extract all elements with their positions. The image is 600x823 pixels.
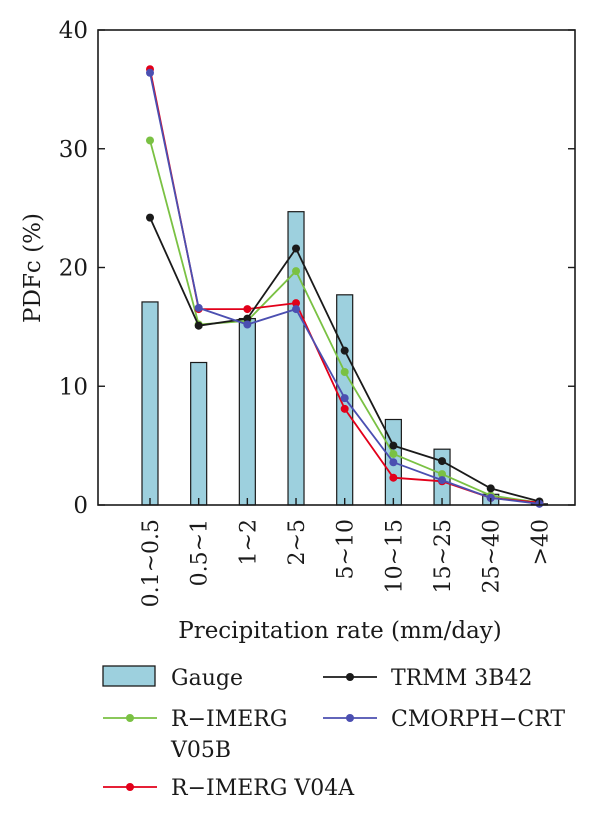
y-tick-label-0: 0 <box>73 493 88 519</box>
series-point-2-1 <box>194 321 203 330</box>
series-point-1-4 <box>340 404 349 413</box>
series-point-2-7 <box>486 484 495 493</box>
y-tick-label-1: 10 <box>59 374 88 400</box>
series-point-2-5 <box>389 441 398 450</box>
x-tick-label-5: 10~15 <box>382 519 407 593</box>
series-point-3-0 <box>146 68 154 77</box>
x-tick-label-4: 5~10 <box>334 519 359 579</box>
x-axis-label: Precipitation rate (mm/day) <box>178 618 502 644</box>
series-point-3-7 <box>486 493 495 502</box>
x-tick-label-1: 0.5~1 <box>188 519 213 586</box>
x-tick-label-8: >40 <box>528 519 553 565</box>
series-point-1-3 <box>292 299 301 308</box>
series-point-3-3 <box>292 305 301 314</box>
x-tick-label-0: 0.1~0.5 <box>139 519 164 607</box>
series-point-3-1 <box>194 303 203 312</box>
series-point-0-0 <box>146 136 154 145</box>
series-point-3-5 <box>389 458 398 467</box>
legend-marker-v04a <box>126 783 134 791</box>
series-point-2-6 <box>438 457 447 466</box>
series-point-1-2 <box>243 305 252 314</box>
series-point-0-5 <box>389 449 398 458</box>
series-point-0-4 <box>340 368 349 376</box>
legend: Gauge TRMM 3B42 R−IMERG V05B CMORPH−CRT R−IME… <box>102 665 565 801</box>
lines-layer <box>146 65 544 508</box>
series-point-3-4 <box>340 394 349 403</box>
bar-gauge-1 <box>190 361 208 506</box>
bars-layer <box>141 211 548 506</box>
legend-marker-trmm <box>346 673 354 681</box>
series-point-2-3 <box>292 244 301 253</box>
x-tick-label-2: 1~2 <box>236 519 261 565</box>
y-axis: 0 10 20 30 40 <box>59 18 575 519</box>
x-axis: 0.1~0.5 0.5~1 1~2 2~5 5~10 10~15 15~25 25~40 >40 <box>139 498 553 607</box>
legend-label-v05b-1: V05B <box>170 738 231 763</box>
y-tick-label-2: 20 <box>59 256 88 282</box>
legend-label-v04a: R−IMERG V04A <box>171 776 355 801</box>
x-tick-label-6: 15~25 <box>431 519 456 593</box>
series-point-3-6 <box>438 476 447 485</box>
series-point-0-6 <box>438 470 447 479</box>
legend-label-v05b-0: R−IMERG <box>171 707 287 732</box>
legend-label-cmorph: CMORPH−CRT <box>391 707 565 732</box>
y-tick-label-3: 30 <box>59 137 88 163</box>
series-point-2-2 <box>243 314 252 323</box>
bar-gauge-0 <box>141 301 159 506</box>
x-tick-label-7: 25~40 <box>480 519 505 593</box>
x-tick-label-3: 2~5 <box>285 519 310 565</box>
legend-marker-cmorph <box>346 714 354 722</box>
series-point-0-3 <box>292 267 301 276</box>
series-point-3-2 <box>243 320 252 329</box>
legend-swatch-gauge <box>102 665 156 687</box>
y-tick-label-4: 40 <box>59 18 88 44</box>
series-point-1-5 <box>389 473 398 482</box>
series-point-2-4 <box>340 346 349 355</box>
y-axis-label: PDFc (%) <box>20 213 46 323</box>
legend-marker-v05b <box>126 714 134 722</box>
series-point-2-0 <box>146 213 154 222</box>
legend-label-gauge: Gauge <box>171 666 243 691</box>
bar-gauge-2 <box>238 317 256 506</box>
legend-label-trmm: TRMM 3B42 <box>391 666 532 691</box>
